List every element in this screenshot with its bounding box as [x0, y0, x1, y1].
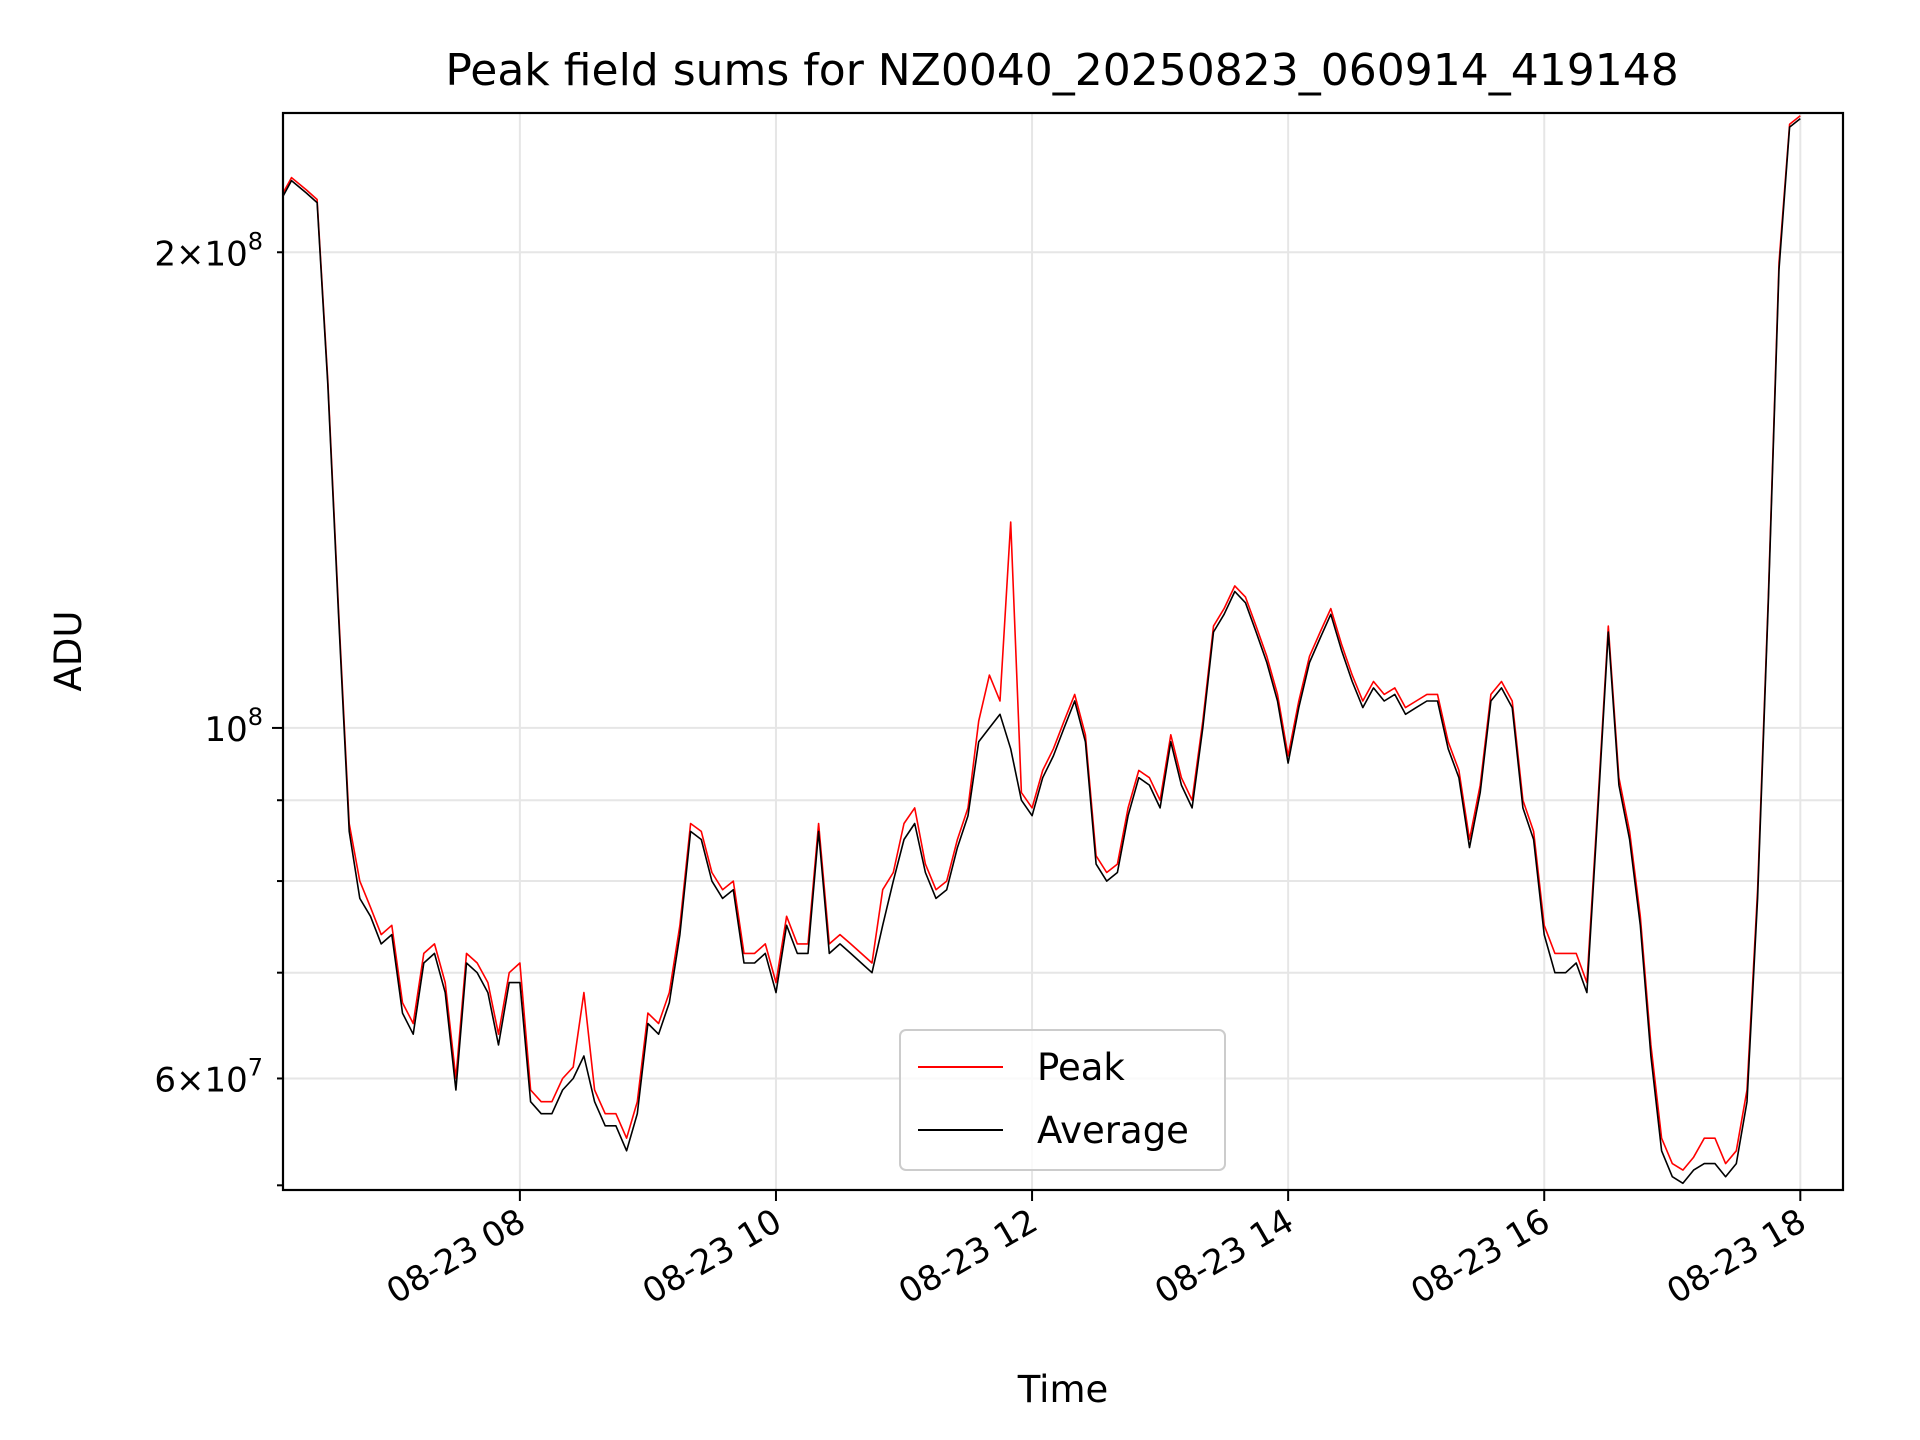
- y-axis-ticks: 6×107 108 2×108: [154, 227, 283, 1187]
- x-axis-label: Time: [1017, 1368, 1109, 1411]
- legend-box: [899, 1029, 1226, 1171]
- chart-title: Peak field sums for NZ0040_20250823_0609…: [445, 45, 1678, 96]
- y-axis-label: ADU: [47, 611, 90, 692]
- legend-label-average: Average: [1037, 1109, 1189, 1152]
- y-tick-label: 6×107: [154, 1053, 263, 1100]
- series-lines: [282, 115, 1801, 1185]
- legend: Peak Average: [899, 1029, 1226, 1171]
- gridlines: [283, 113, 1843, 1190]
- series-line-average: [282, 117, 1801, 1185]
- y-tick-label: 108: [204, 703, 263, 750]
- legend-label-peak: Peak: [1037, 1046, 1125, 1089]
- plot-frame: [281, 111, 1845, 1192]
- series-line-peak: [282, 115, 1801, 1171]
- y-tick-label: 2×108: [154, 227, 263, 274]
